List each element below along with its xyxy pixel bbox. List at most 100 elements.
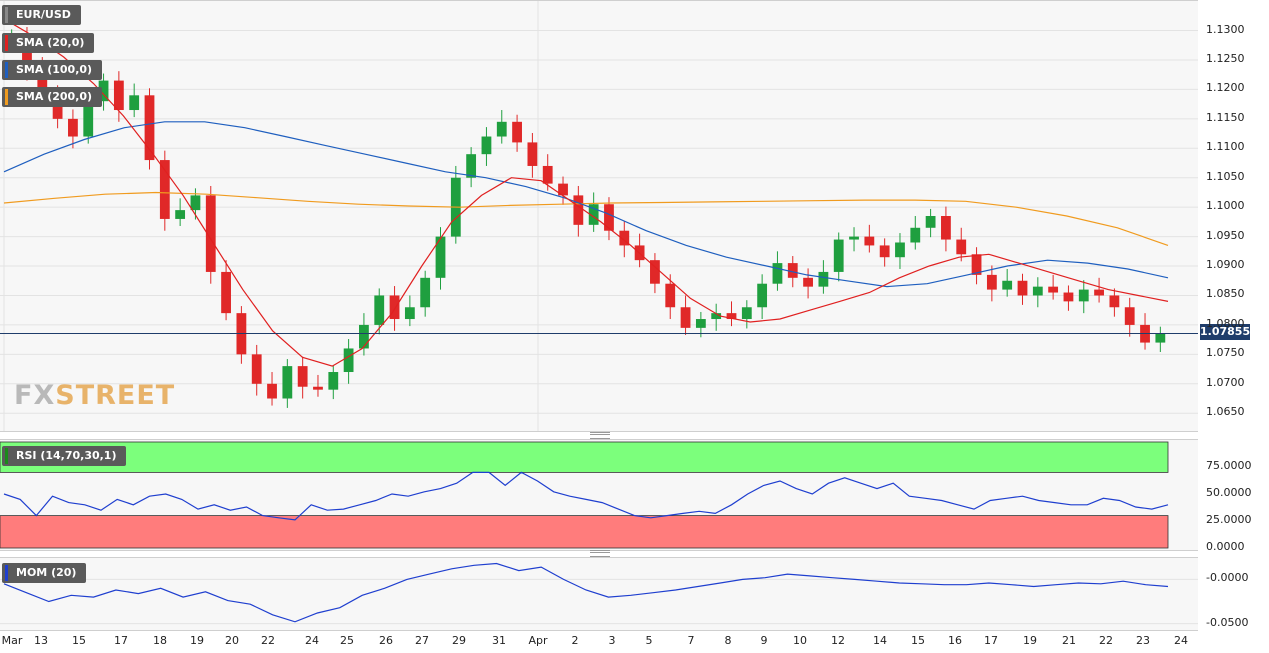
rsi-label: RSI (14,70,30,1) <box>16 449 117 462</box>
date-tick-label: 27 <box>415 634 429 647</box>
candle-body <box>573 195 584 225</box>
date-tick-label: 21 <box>1062 634 1076 647</box>
candle-body <box>971 254 982 275</box>
candle-body <box>956 239 967 255</box>
candle-body <box>466 154 477 178</box>
candle-body <box>328 372 339 390</box>
price-tick-label: 1.0900 <box>1206 258 1245 272</box>
candle-body <box>650 260 660 284</box>
date-tick-label: 14 <box>873 634 887 647</box>
date-tick-label: 25 <box>340 634 354 647</box>
candle-body <box>1063 292 1074 302</box>
candle-body <box>205 195 216 272</box>
sma100-tag[interactable]: SMA (100,0) <box>2 60 103 80</box>
sma100-line <box>3 121 1169 288</box>
symbol-label: EUR/USD <box>16 8 71 21</box>
price-tick-label: 1.0850 <box>1206 287 1245 301</box>
sma200-tag[interactable]: SMA (200,0) <box>2 87 103 107</box>
candle-body <box>374 295 385 325</box>
price-tick-label: 1.1050 <box>1206 169 1245 183</box>
sma100-swatch <box>5 62 8 78</box>
candle-body <box>343 348 354 373</box>
mom-tick-label: -0.0500 <box>1206 615 1249 629</box>
date-tick-label: 31 <box>492 634 506 647</box>
candle-body <box>803 277 813 287</box>
candle-body <box>359 324 369 349</box>
price-tick-label: 1.1300 <box>1206 22 1245 36</box>
rsi-overbought-zone <box>0 441 1169 473</box>
date-tick-label: 3 <box>608 634 616 647</box>
logo-part2: STREET <box>55 380 176 411</box>
candle-body <box>389 295 400 320</box>
candle-body <box>68 118 78 137</box>
candle-body <box>297 366 308 387</box>
candle-body <box>1032 286 1043 296</box>
price-chart-svg <box>0 1 1198 431</box>
symbol-tag[interactable]: EUR/USD <box>2 5 81 25</box>
sma20-line <box>3 18 1169 367</box>
candle-body <box>98 80 109 102</box>
date-tick-label: Mar <box>1 634 23 647</box>
candle-body <box>558 183 568 196</box>
candle-body <box>1155 333 1166 343</box>
candle-body <box>895 242 905 258</box>
date-tick-label: Apr <box>528 634 548 647</box>
date-tick-label: 5 <box>645 634 653 647</box>
candle-body <box>313 386 323 390</box>
price-tick-label: 1.1150 <box>1206 110 1245 124</box>
mom-chart-svg <box>0 562 1198 625</box>
candle-body <box>527 142 538 166</box>
date-tick-label: 24 <box>1174 634 1188 647</box>
date-tick-label: 10 <box>793 634 807 647</box>
date-tick-label: 2 <box>571 634 579 647</box>
rsi-tick-label: 75.0000 <box>1206 459 1252 472</box>
date-tick-label: 19 <box>190 634 204 647</box>
sma200-swatch <box>5 89 8 105</box>
candle-body <box>1002 280 1013 290</box>
date-tick-label: 12 <box>831 634 845 647</box>
rsi-chart-svg <box>0 441 1169 549</box>
candle-body <box>542 165 553 184</box>
date-tick-label: 13 <box>34 634 48 647</box>
date-tick-label: 20 <box>225 634 239 647</box>
panel-resize-handle-2[interactable] <box>590 550 610 557</box>
candle-body <box>787 263 798 278</box>
rsi-tick-label: 25.0000 <box>1206 513 1252 526</box>
mom-tag[interactable]: MOM (20) <box>2 563 87 583</box>
candle-body <box>435 236 446 278</box>
date-tick-label: 26 <box>379 634 393 647</box>
panel-resize-handle-1[interactable] <box>590 432 610 439</box>
sma20-tag[interactable]: SMA (20,0) <box>2 33 95 53</box>
candle-body <box>496 121 507 137</box>
fxstreet-logo: FXSTREET <box>14 380 175 411</box>
rsi-tag[interactable]: RSI (14,70,30,1) <box>2 446 127 466</box>
symbol-swatch <box>5 7 8 23</box>
candle-body <box>175 210 186 219</box>
candle-body <box>849 236 859 240</box>
price-tick-label: 1.0950 <box>1206 228 1245 242</box>
date-tick-label: 19 <box>1023 634 1037 647</box>
price-tick-label: 1.0800 <box>1206 316 1245 330</box>
candle-body <box>37 68 48 93</box>
price-tick-label: 1.0700 <box>1206 375 1245 389</box>
candle-body <box>588 204 599 225</box>
candle-body <box>833 239 844 272</box>
rsi-swatch <box>5 448 8 464</box>
candle-body <box>1109 295 1120 308</box>
candle-body <box>711 313 722 320</box>
logo-part1: FX <box>14 380 56 411</box>
candle-body <box>619 230 630 246</box>
price-chart-panel <box>0 0 1198 432</box>
candle-body <box>144 95 155 161</box>
candle-body <box>113 80 124 111</box>
price-tick-label: 1.0650 <box>1206 405 1245 419</box>
candle-body <box>680 307 691 328</box>
candle-body <box>481 136 492 155</box>
candle-body <box>404 307 415 320</box>
candle-body <box>879 245 890 258</box>
sma20-swatch <box>5 35 8 51</box>
candle-body <box>1017 280 1028 296</box>
date-tick-label: 17 <box>984 634 998 647</box>
candle-body <box>1094 289 1104 296</box>
candle-body <box>941 216 951 240</box>
